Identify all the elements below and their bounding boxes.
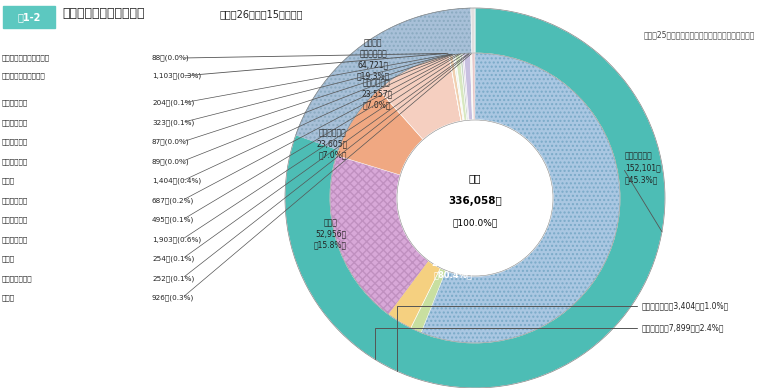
Wedge shape [454,54,464,121]
Text: 1,404人(0.4%): 1,404人(0.4%) [152,178,201,184]
Text: 任期付研究員法適用職員: 任期付研究員法適用職員 [2,55,50,61]
FancyBboxPatch shape [3,6,55,28]
Wedge shape [388,260,440,328]
Wedge shape [470,8,475,53]
Wedge shape [296,8,472,150]
Text: 医療職（三）: 医療職（三） [2,236,28,243]
Wedge shape [455,54,464,121]
Text: 1,103人(0.3%): 1,103人(0.3%) [152,73,201,79]
Text: （平成26年１月15日現在）: （平成26年１月15日現在） [220,9,303,19]
Wedge shape [285,8,665,388]
Text: 87人(0.0%): 87人(0.0%) [152,139,190,145]
Wedge shape [464,53,473,120]
Text: 福祉職: 福祉職 [2,256,15,262]
Text: 687人(0.2%): 687人(0.2%) [152,197,195,204]
Text: （平成25年度一般職の国家公務員の任用状況調査）: （平成25年度一般職の国家公務員の任用状況調査） [644,30,755,39]
Text: 926人(0.3%): 926人(0.3%) [152,295,195,301]
Text: 教育職（二）: 教育職（二） [2,158,28,165]
Text: 323人(0.1%): 323人(0.1%) [152,119,195,126]
Text: 指定職: 指定職 [2,295,15,301]
Text: 336,058人: 336,058人 [448,196,502,206]
Wedge shape [449,55,461,121]
Text: 公安職（一）
23,605人
（7.0%）: 公安職（一） 23,605人 （7.0%） [317,128,348,159]
Text: 特定独立
行政法人職員
64,721人
（19.3%）: 特定独立 行政法人職員 64,721人 （19.3%） [356,38,390,81]
Text: 職員の俸給表別在職状況: 職員の俸給表別在職状況 [62,7,144,21]
Text: 図1-2: 図1-2 [17,12,41,22]
Wedge shape [421,53,620,343]
Text: 204人(0.1%): 204人(0.1%) [152,100,195,106]
Wedge shape [337,90,423,175]
Text: 教育職（一）: 教育職（一） [2,139,28,145]
Text: 任期付職員法適用職員: 任期付職員法適用職員 [2,73,46,79]
Wedge shape [462,54,469,120]
Text: 行政職（一）
152,101人
（45.3%）: 行政職（一） 152,101人 （45.3%） [625,152,660,184]
Text: 495人(0.1%): 495人(0.1%) [152,217,195,223]
Text: 給与法適用職員
270,146人
（80.4%）: 給与法適用職員 270,146人 （80.4%） [432,247,475,279]
Wedge shape [472,53,475,120]
Text: 専門行政職　7,899人（2.4%）: 専門行政職 7,899人（2.4%） [642,324,724,333]
Text: 医療職（二）: 医療職（二） [2,217,28,223]
Wedge shape [470,53,473,120]
Wedge shape [460,54,468,120]
Text: 税務職
52,956人
（15.8%）: 税務職 52,956人 （15.8%） [314,218,347,249]
Wedge shape [449,55,463,121]
Text: 1,903人(0.6%): 1,903人(0.6%) [152,236,201,243]
Text: 専門スタッフ職: 専門スタッフ職 [2,275,33,282]
Wedge shape [471,53,473,120]
Text: 252人(0.1%): 252人(0.1%) [152,275,195,282]
Text: 89人(0.0%): 89人(0.0%) [152,158,190,165]
Text: 88人(0.0%): 88人(0.0%) [152,55,190,61]
Wedge shape [410,268,446,333]
Text: 医療職（一）: 医療職（一） [2,197,28,204]
Text: 公安職（二）
23,557人
（7.0%）: 公安職（二） 23,557人 （7.0%） [361,78,392,110]
Wedge shape [378,55,461,140]
Text: 海事職（一）: 海事職（一） [2,100,28,106]
Wedge shape [454,54,464,121]
Text: 行政職（二）　3,404人（1.0%）: 行政職（二） 3,404人（1.0%） [642,301,730,310]
Text: 海事職（二）: 海事職（二） [2,119,28,126]
Wedge shape [330,156,429,314]
Text: 総数: 総数 [469,173,481,183]
Text: 254人(0.1%): 254人(0.1%) [152,256,195,262]
Text: 研究職: 研究職 [2,178,15,184]
Wedge shape [453,55,464,121]
Text: （100.0%）: （100.0%） [452,218,498,227]
Wedge shape [455,54,467,121]
Circle shape [397,120,553,276]
